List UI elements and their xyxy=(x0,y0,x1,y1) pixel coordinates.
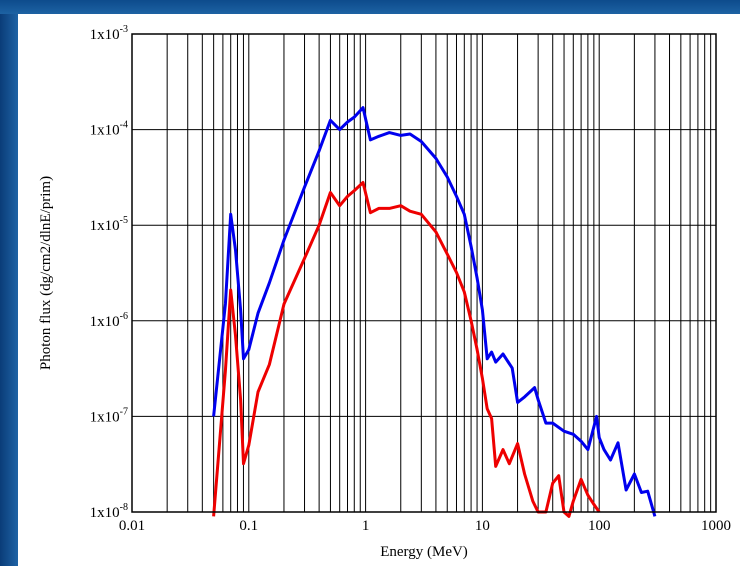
x-tick-labels: 0.01 0.1 1 10 100 1000 xyxy=(119,518,731,534)
x-tick-label: 1000 xyxy=(701,518,731,534)
y-tick-labels: 1x10-3 1x10-4 1x10-5 1x10-6 1x10-7 1x10-8 xyxy=(90,24,128,521)
y-tick-label: 1x10-4 xyxy=(90,120,128,139)
series-line-2 xyxy=(212,181,601,518)
x-tick-label: 10 xyxy=(475,518,490,534)
photon-flux-chart: 0.01 0.1 1 10 100 1000 1x10-31x10-41x10-51x10… xyxy=(38,24,731,560)
y-tick-label: 1x10-3 xyxy=(90,24,128,43)
x-tick-label: 0.1 xyxy=(239,518,258,534)
y-tick-label: 1x10-8 xyxy=(90,502,128,521)
x-tick-label: 100 xyxy=(588,518,611,534)
slide-panel xyxy=(18,14,740,566)
series-layer xyxy=(212,106,657,518)
y-tick-label: 1x10-5 xyxy=(90,215,128,234)
y-axis-title: Photon flux (dg/cm2/dlnE/prim) xyxy=(38,176,54,370)
y-tick-label: 1x10-7 xyxy=(90,406,128,425)
plot-frame xyxy=(131,33,717,513)
series-line-1 xyxy=(212,106,657,517)
x-axis-title: Energy (MeV) xyxy=(380,544,468,560)
y-tick-label: 1x10-6 xyxy=(90,311,128,330)
slide-top-bar xyxy=(0,0,740,14)
x-tick-label: 1 xyxy=(362,518,370,534)
x-tick-label: 0.01 xyxy=(119,518,145,534)
